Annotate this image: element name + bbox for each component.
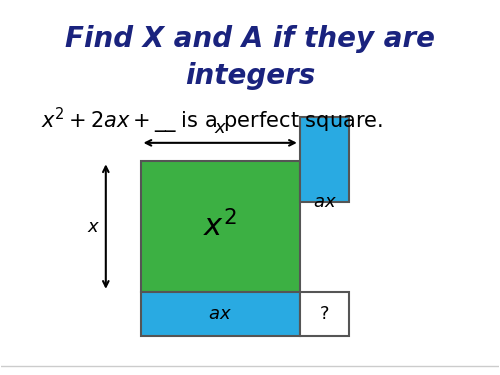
Text: $ax$: $ax$ (208, 305, 232, 323)
Text: $x^2$: $x^2$ (204, 210, 237, 243)
Text: Find X and A if they are: Find X and A if they are (65, 25, 435, 52)
FancyBboxPatch shape (300, 292, 350, 336)
Text: ?: ? (320, 305, 330, 323)
FancyBboxPatch shape (140, 162, 300, 292)
FancyBboxPatch shape (140, 292, 300, 336)
Text: $x$: $x$ (86, 217, 100, 236)
Text: $ax$: $ax$ (312, 194, 336, 211)
Text: integers: integers (185, 62, 315, 90)
Text: $x$: $x$ (214, 119, 227, 137)
FancyBboxPatch shape (300, 117, 350, 202)
Text: $x^2 + 2ax + \_\_ \;$is a perfect square.: $x^2 + 2ax + \_\_ \;$is a perfect square… (41, 105, 383, 136)
